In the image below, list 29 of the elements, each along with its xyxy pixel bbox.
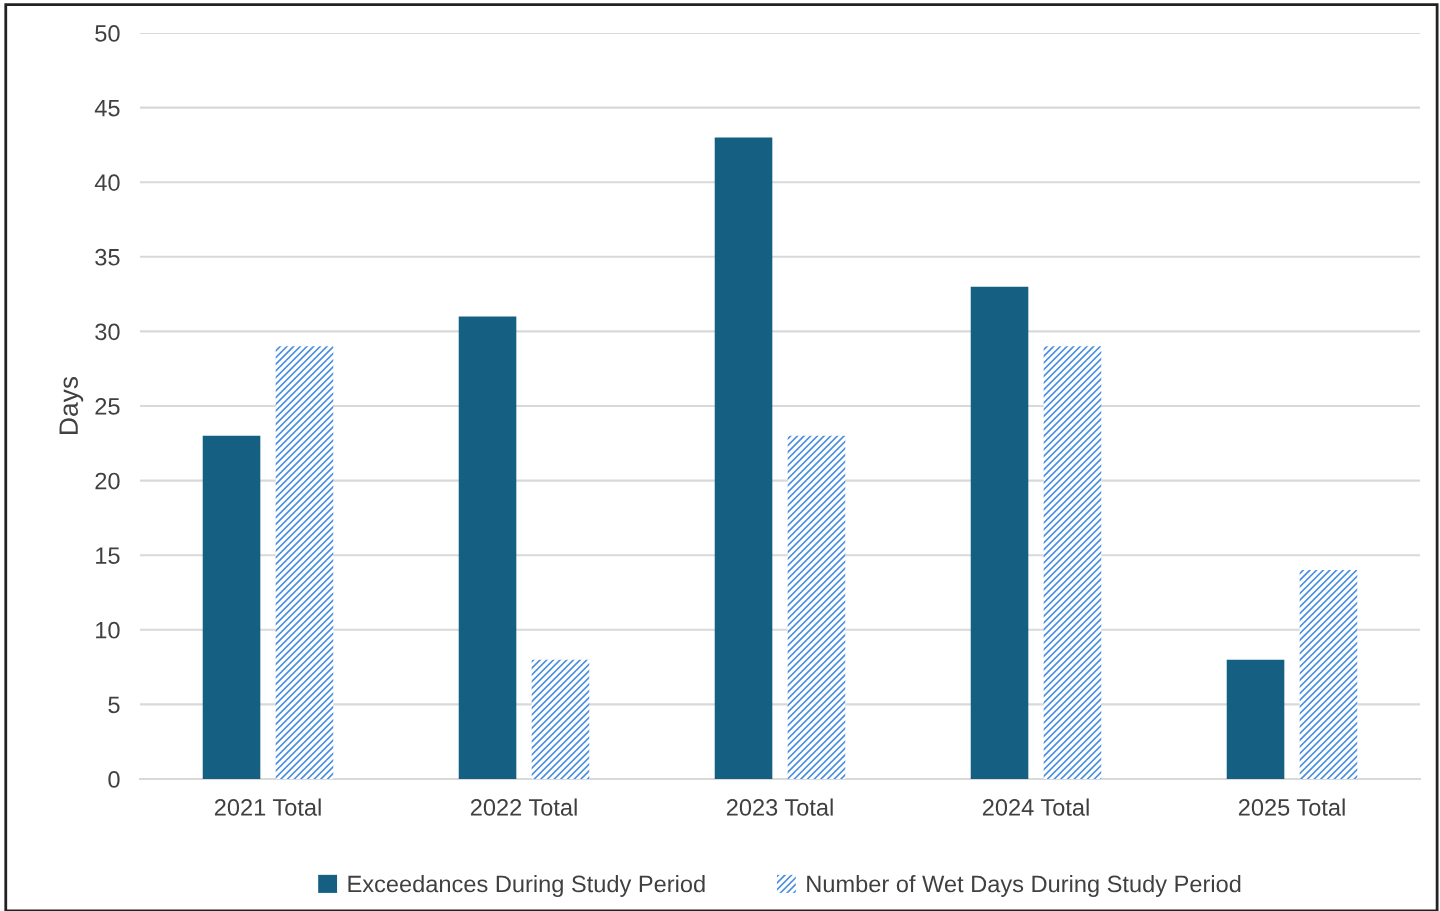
y-tick-label: 20 (95, 472, 120, 490)
y-tick-label: 35 (95, 248, 120, 266)
bar (458, 316, 517, 779)
x-tick-label: 2024 Total (982, 798, 1089, 816)
bar (275, 346, 334, 779)
y-tick-label: 25 (95, 398, 120, 415)
legend-label: Exceedances During Study Period (348, 874, 705, 897)
x-tick-label: 2023 Total (726, 798, 833, 816)
bar (1299, 570, 1358, 779)
bar (787, 435, 846, 779)
bar (970, 286, 1029, 779)
bar (714, 137, 773, 779)
y-tick-label: 40 (94, 174, 120, 191)
bar (531, 659, 590, 779)
x-tick-label: 2025 Total (1238, 798, 1345, 816)
bar (1043, 346, 1102, 779)
y-tick-label: 10 (96, 621, 120, 639)
y-tick-label: 15 (96, 547, 120, 564)
x-tick-label: 2022 Total (470, 798, 577, 816)
y-tick-label: 5 (108, 696, 120, 714)
y-tick-label: 30 (95, 323, 120, 341)
bar (1226, 659, 1285, 779)
bar (202, 435, 261, 779)
y-tick-label: 50 (95, 25, 120, 42)
x-tick-label: 2021 Total (214, 798, 321, 816)
y-tick-label: 0 (108, 771, 120, 788)
y-axis-title: Days (59, 376, 84, 434)
y-tick-label: 45 (94, 99, 120, 117)
legend-label: Number of Wet Days During Study Period (807, 874, 1241, 897)
